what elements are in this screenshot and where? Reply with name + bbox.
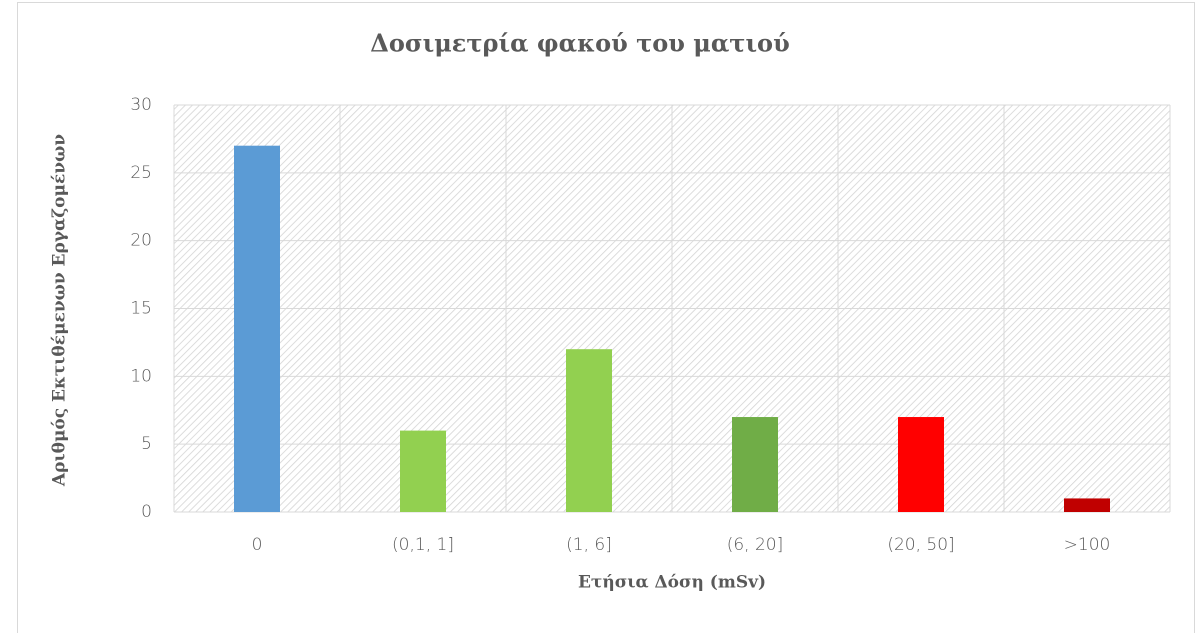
y-tick-label: 10 [130, 366, 152, 386]
bar [1064, 498, 1110, 512]
bar [898, 417, 944, 512]
bar [400, 430, 446, 512]
x-axis-label: Ετήσια Δόση (mSv) [578, 573, 766, 593]
y-tick-label: 30 [130, 95, 152, 115]
y-tick-label: 0 [141, 502, 152, 522]
y-axis-label: Αριθμός Εκτιθέμενων Εργαζομένων [50, 134, 70, 487]
x-tick-label: >100 [1064, 535, 1111, 555]
y-tick-label: 15 [130, 299, 152, 319]
bar [566, 349, 612, 512]
chart-title: Δοσιμετρία φακού του ματιού [370, 29, 789, 58]
bar [234, 145, 280, 512]
y-tick-label: 25 [130, 163, 152, 183]
y-tick-label: 20 [130, 231, 152, 251]
x-tick-label: (20, 50] [887, 535, 954, 555]
x-tick-label: (1, 6] [566, 535, 612, 555]
y-tick-label: 5 [141, 434, 152, 454]
x-tick-label: (6, 20] [727, 535, 784, 555]
x-tick-label: (0,1, 1] [392, 535, 454, 555]
bar [732, 417, 778, 512]
x-tick-label: 0 [252, 535, 263, 555]
